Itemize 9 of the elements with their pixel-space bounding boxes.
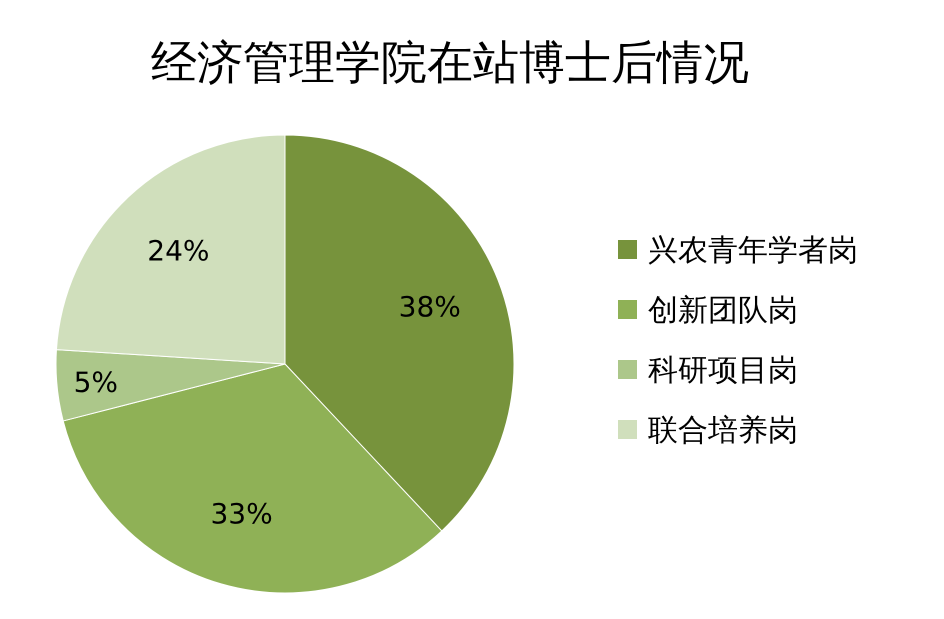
data-label: 5% <box>74 366 118 399</box>
legend-label: 创新团队岗 <box>648 293 798 328</box>
legend-label: 联合培养岗 <box>648 413 798 448</box>
data-label: 33% <box>210 498 273 531</box>
chart-title: 经济管理学院在站博士后情况 <box>151 35 749 89</box>
legend-label: 科研项目岗 <box>648 353 798 388</box>
data-label: 38% <box>398 290 461 324</box>
legend-label: 兴农青年学者岗 <box>648 233 858 268</box>
data-label: 24% <box>147 234 210 268</box>
